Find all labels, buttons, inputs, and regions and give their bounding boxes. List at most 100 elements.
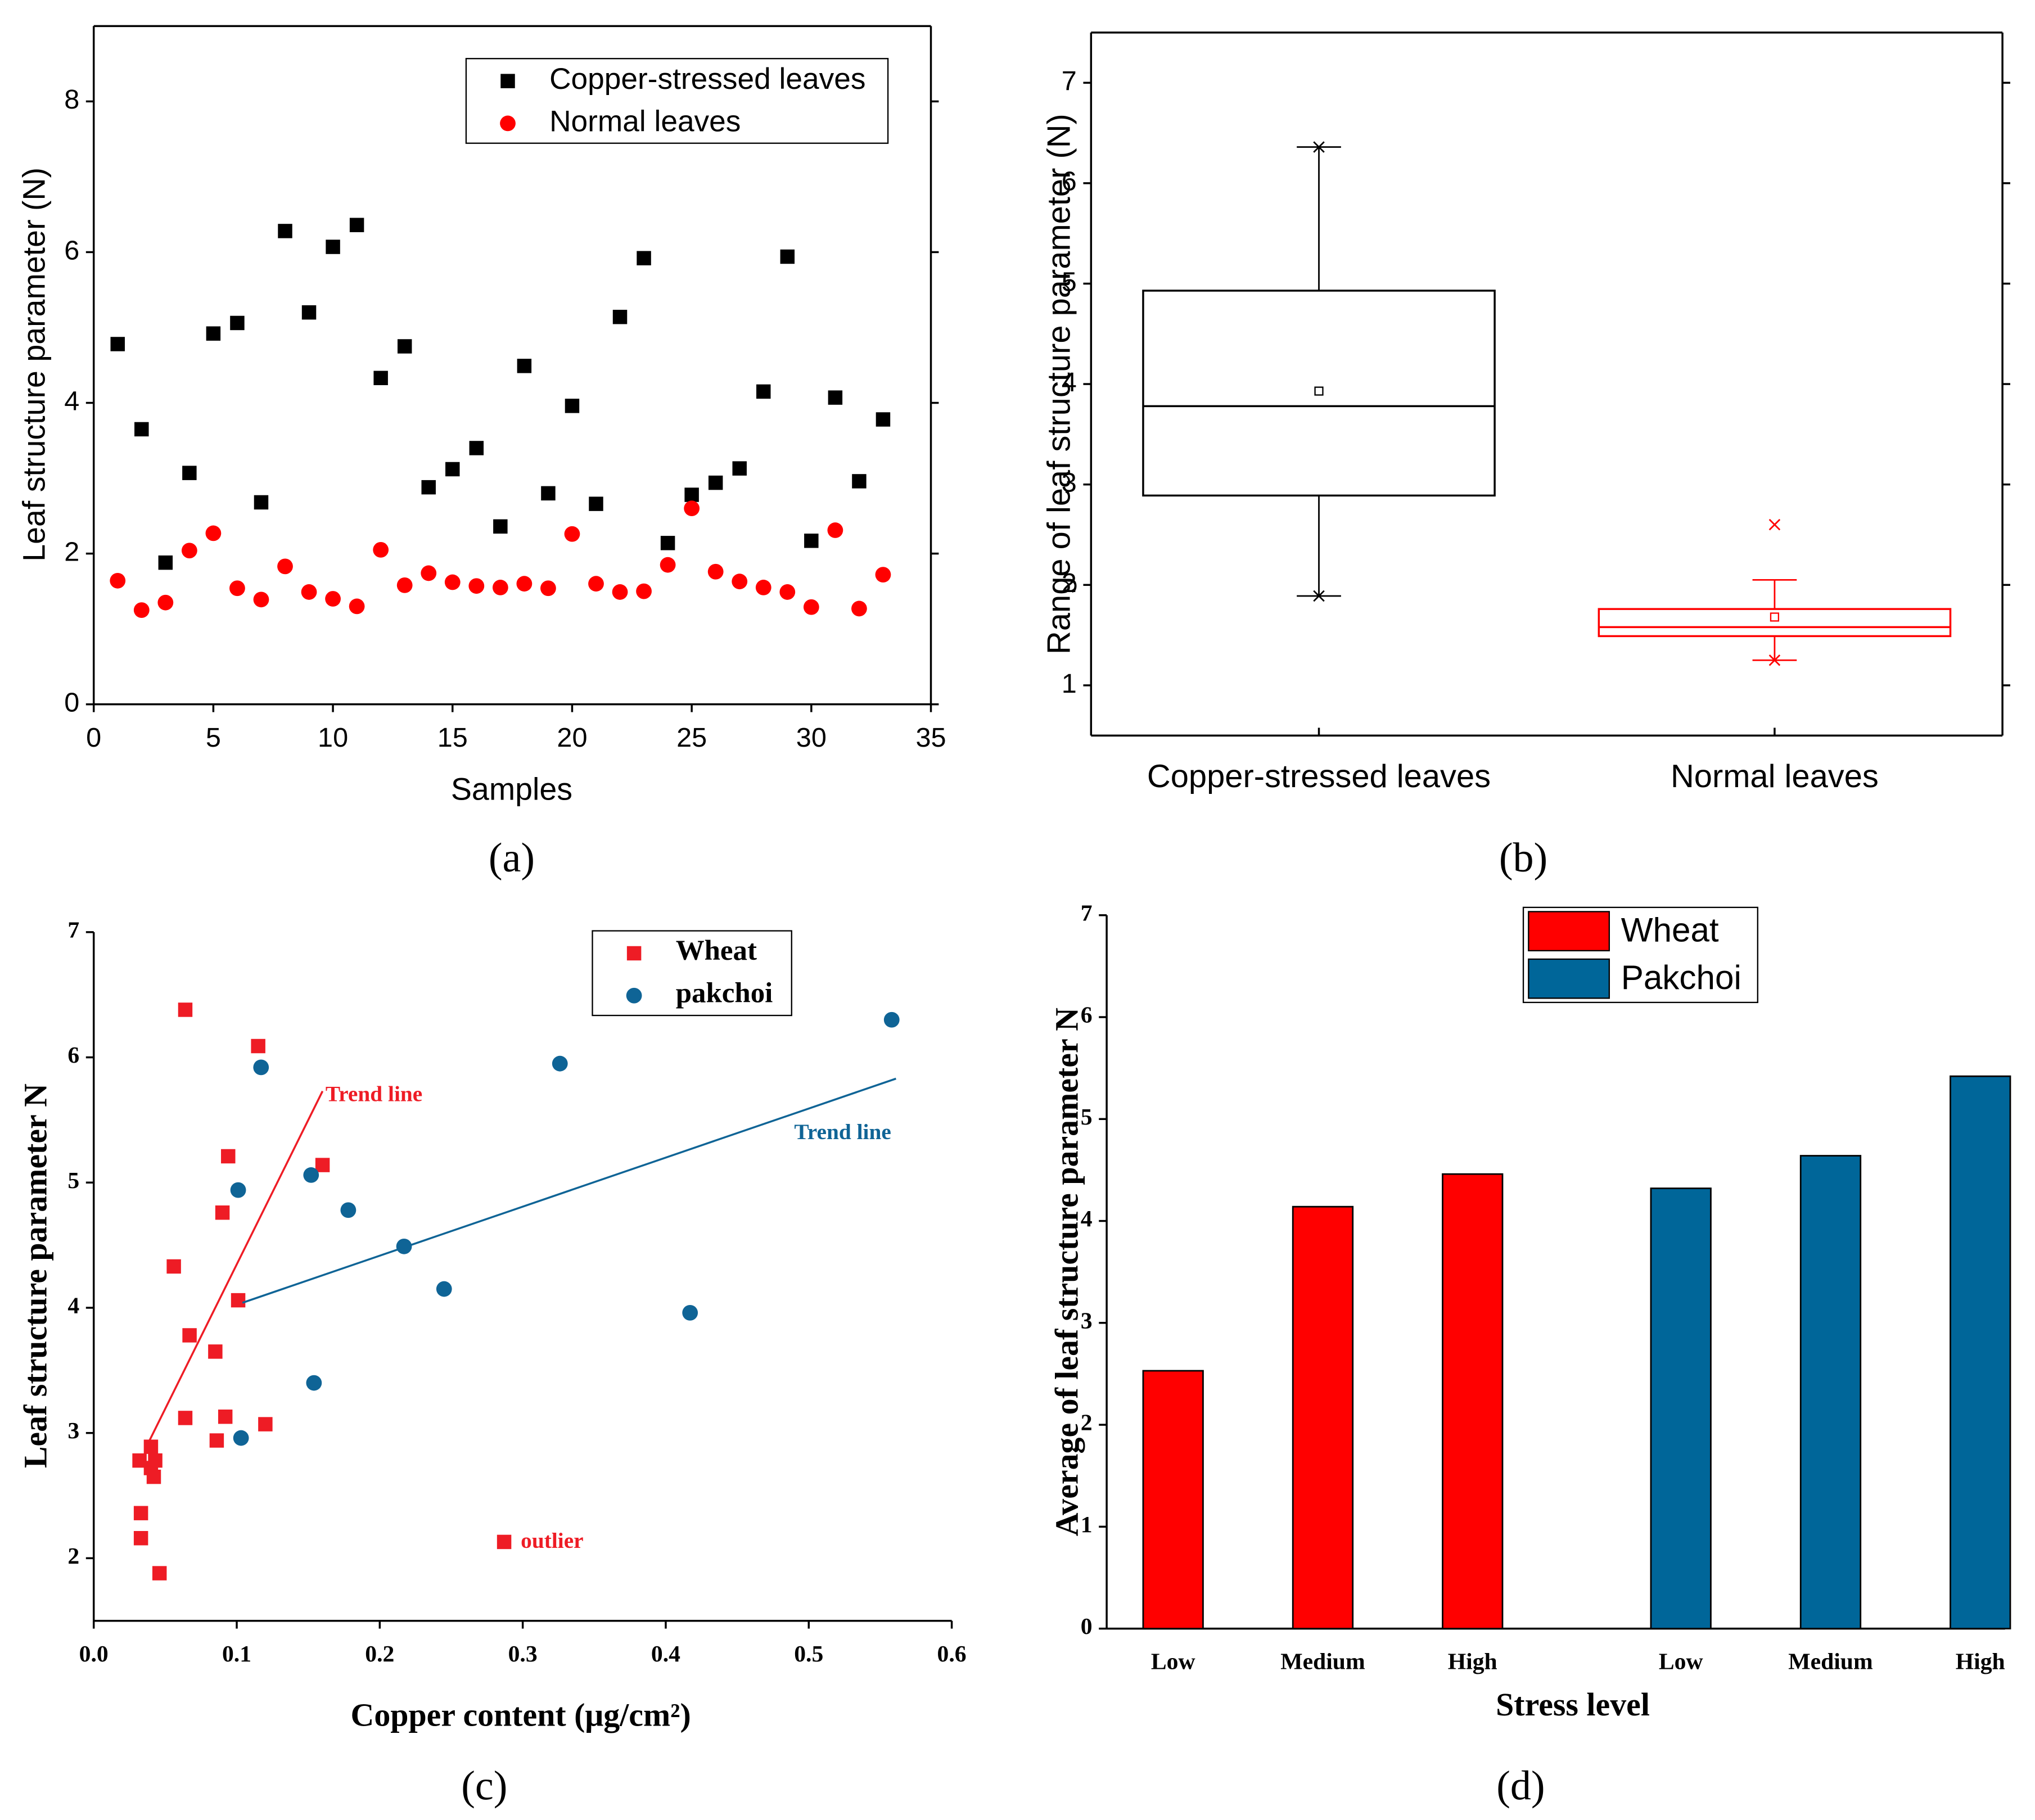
point <box>253 1059 269 1076</box>
y-tick-label: 1 <box>1062 669 1077 699</box>
point <box>756 384 771 399</box>
point <box>660 557 676 573</box>
x-axis-title: Copper content (μg/cm²) <box>351 1697 691 1733</box>
point <box>254 495 269 510</box>
point <box>565 399 580 413</box>
point <box>803 599 819 615</box>
point <box>133 1506 148 1520</box>
point <box>469 441 484 455</box>
point <box>182 1328 197 1343</box>
legend-label: Wheat <box>1621 911 1719 949</box>
point <box>301 305 317 320</box>
x-tick-label: 15 <box>437 722 468 753</box>
point <box>178 1002 193 1017</box>
x-tick-label: 30 <box>796 722 827 753</box>
legend-label: Normal leaves <box>549 105 741 138</box>
x-tick-label: Medium <box>1280 1649 1365 1675</box>
y-tick-label: 2 <box>1062 568 1077 598</box>
y-tick-label: 6 <box>67 1042 79 1068</box>
y-tick-label: 4 <box>64 386 79 416</box>
legend-label: Wheat <box>676 935 757 967</box>
legend-marker <box>500 74 515 88</box>
extreme-marker <box>1768 518 1781 531</box>
caption: (c) <box>461 1763 507 1809</box>
point <box>306 1375 322 1391</box>
point <box>166 1259 181 1274</box>
y-tick-label: 0 <box>1081 1614 1093 1640</box>
point <box>883 1011 900 1028</box>
point <box>133 602 150 618</box>
x-axis-title: Samples <box>451 771 572 806</box>
point <box>755 580 771 595</box>
x-tick-label: 0.3 <box>508 1641 538 1667</box>
point <box>253 591 269 608</box>
point <box>373 371 388 386</box>
point <box>637 251 651 265</box>
y-tick-label: 3 <box>1081 1308 1093 1334</box>
x-tick-label: Medium <box>1788 1649 1872 1675</box>
point <box>516 576 533 592</box>
x-tick-label: 0.5 <box>794 1641 823 1667</box>
point <box>182 466 197 480</box>
box <box>1142 290 1496 497</box>
point <box>218 1409 233 1424</box>
box <box>1598 608 1952 638</box>
point <box>779 584 796 600</box>
y-tick-label: 2 <box>1081 1410 1093 1436</box>
point <box>209 1433 224 1448</box>
caption: (b) <box>1499 835 1547 881</box>
bar <box>1292 1205 1354 1630</box>
y-tick-label: 5 <box>1062 267 1077 297</box>
y-tick-label: 3 <box>67 1418 79 1444</box>
point <box>110 337 125 351</box>
y-tick-label: 2 <box>64 536 79 567</box>
point <box>277 558 293 575</box>
x-tick-label: 0 <box>86 722 101 753</box>
y-tick-label: 4 <box>1062 367 1077 398</box>
point <box>278 224 292 238</box>
point <box>660 536 675 550</box>
point <box>133 1531 148 1546</box>
annotation: outlier <box>521 1528 584 1553</box>
y-tick-label: 6 <box>1062 166 1077 197</box>
point <box>804 534 819 548</box>
y-tick-label: 4 <box>67 1293 79 1319</box>
y-tick-label: 7 <box>1062 66 1077 96</box>
point <box>221 1149 236 1164</box>
extreme-marker <box>1313 141 1325 153</box>
y-axis-title: Average of leaf structure parameter N <box>1049 1008 1085 1536</box>
y-tick-label: 5 <box>1081 1104 1093 1130</box>
bar <box>1650 1187 1712 1630</box>
point <box>436 1281 452 1297</box>
mean <box>1314 386 1324 396</box>
x-tick-label: 0.0 <box>79 1641 109 1667</box>
y-tick-label: 7 <box>67 917 79 943</box>
legend-label: Copper-stressed leaves <box>549 62 865 96</box>
point <box>589 496 603 511</box>
extreme-marker <box>1768 654 1781 666</box>
point <box>732 573 748 590</box>
x-tick-label: 35 <box>915 722 946 753</box>
y-tick-label: 6 <box>1081 1002 1093 1028</box>
point <box>612 309 628 324</box>
annotation: Trend line <box>326 1082 422 1107</box>
point <box>708 475 723 490</box>
legend-swatch <box>1528 911 1610 952</box>
point <box>326 240 340 254</box>
point <box>492 580 508 595</box>
y-tick-label: 7 <box>1081 900 1093 926</box>
point <box>152 1566 167 1580</box>
point <box>828 390 843 405</box>
point <box>340 1202 357 1218</box>
point <box>181 543 197 559</box>
point <box>134 422 149 437</box>
point <box>876 412 891 427</box>
y-tick-label: 3 <box>1062 468 1077 498</box>
point <box>517 359 532 373</box>
y-axis-title: Leaf structure parameter N <box>17 1083 54 1468</box>
x-tick-label: Copper-stressed leaves <box>1147 758 1491 794</box>
point <box>215 1205 230 1220</box>
bar <box>1142 1370 1204 1630</box>
point <box>493 519 508 534</box>
point <box>397 339 412 354</box>
